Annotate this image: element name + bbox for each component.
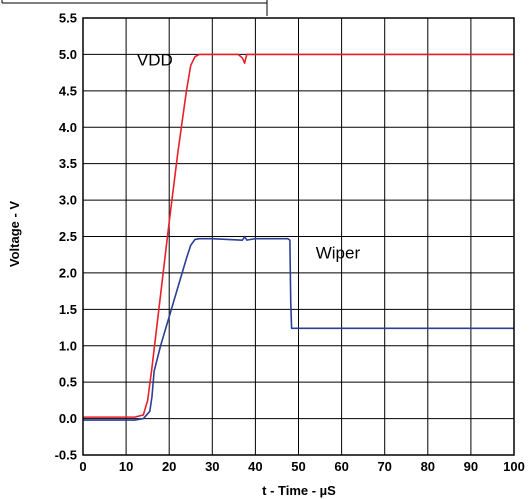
x-tick-label: 70 <box>377 459 391 474</box>
y-tick-label: 2.0 <box>59 265 77 280</box>
x-tick-label: 80 <box>421 459 435 474</box>
y-tick-label: 0.5 <box>59 375 77 390</box>
y-tick-labels: -0.5 0.0 0.5 1.0 1.5 2.0 2.5 3.0 3.5 4.0 4.5 5.0 5.5 <box>55 11 77 463</box>
annotation-label: VDD <box>137 50 173 69</box>
annotation-label: Wiper <box>316 243 361 262</box>
x-tick-label: 40 <box>248 459 262 474</box>
y-tick-label: 2.5 <box>59 229 77 244</box>
grid <box>82 17 515 456</box>
x-tick-label: 50 <box>291 459 305 474</box>
y-tick-label: 5.5 <box>59 11 77 26</box>
x-tick-label: 20 <box>162 459 176 474</box>
x-tick-labels: 0 10 20 30 40 50 60 70 80 90 100 <box>79 459 524 474</box>
y-tick-label: 1.0 <box>59 338 77 353</box>
y-axis-label: Voltage - V <box>7 201 22 268</box>
x-tick-label: 0 <box>79 459 86 474</box>
y-tick-label: 3.5 <box>59 156 77 171</box>
x-tick-label: 30 <box>205 459 219 474</box>
y-tick-label: 1.5 <box>59 302 77 317</box>
y-tick-label: 0.0 <box>59 411 77 426</box>
series-layer <box>83 53 514 421</box>
y-tick-label: 4.0 <box>59 120 77 135</box>
series-line-wiper <box>83 235 514 421</box>
x-tick-label: 10 <box>119 459 133 474</box>
x-tick-label: 100 <box>503 459 525 474</box>
y-tick-label: 5.0 <box>59 47 77 62</box>
plot-frame <box>82 17 515 456</box>
y-tick-label: 4.5 <box>59 83 77 98</box>
x-tick-label: 90 <box>464 459 478 474</box>
y-tick-label: 3.0 <box>59 193 77 208</box>
x-tick-label: 60 <box>334 459 348 474</box>
y-tick-label: -0.5 <box>55 448 77 463</box>
annotations: VDD Wiper <box>137 50 361 262</box>
frame-remnant <box>1 0 268 16</box>
x-axis-label: t - Time - µS <box>262 483 336 498</box>
series-line-vdd <box>83 53 514 418</box>
